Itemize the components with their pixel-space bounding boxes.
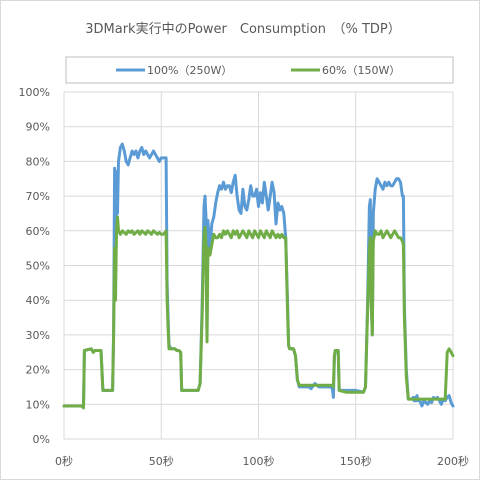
x-tick-label: 200秒 bbox=[437, 454, 469, 468]
y-tick-label: 30% bbox=[26, 329, 50, 342]
legend-label-60: 60%（150W） bbox=[322, 64, 400, 77]
y-tick-label: 70% bbox=[26, 190, 50, 203]
y-tick-label: 10% bbox=[26, 398, 50, 411]
series-layer bbox=[62, 142, 455, 410]
series-line-100pct bbox=[62, 142, 455, 410]
y-tick-label: 90% bbox=[26, 121, 50, 134]
chart-title: 3DMark実行中のPower Consumption （% TDP） bbox=[85, 21, 401, 37]
y-tick-label: 60% bbox=[26, 225, 50, 238]
y-tick-label: 80% bbox=[26, 155, 50, 168]
x-tick-label: 0秒 bbox=[55, 454, 73, 468]
axis-labels: 0% 10% 20% 30% 40% 50% 60% 70% 80% 90% 100% 0秒 50秒 10… bbox=[19, 86, 469, 468]
x-tick-label: 150秒 bbox=[340, 454, 372, 468]
legend-label-100: 100%（250W） bbox=[147, 64, 232, 77]
y-tick-label: 50% bbox=[26, 260, 50, 273]
x-tick-label: 50秒 bbox=[149, 454, 174, 468]
series-line-60pct bbox=[62, 215, 455, 410]
y-tick-label: 20% bbox=[26, 364, 50, 377]
y-tick-label: 100% bbox=[19, 86, 50, 99]
y-tick-label: 40% bbox=[26, 294, 50, 307]
y-tick-label: 0% bbox=[33, 433, 50, 446]
x-tick-label: 100秒 bbox=[243, 454, 275, 468]
